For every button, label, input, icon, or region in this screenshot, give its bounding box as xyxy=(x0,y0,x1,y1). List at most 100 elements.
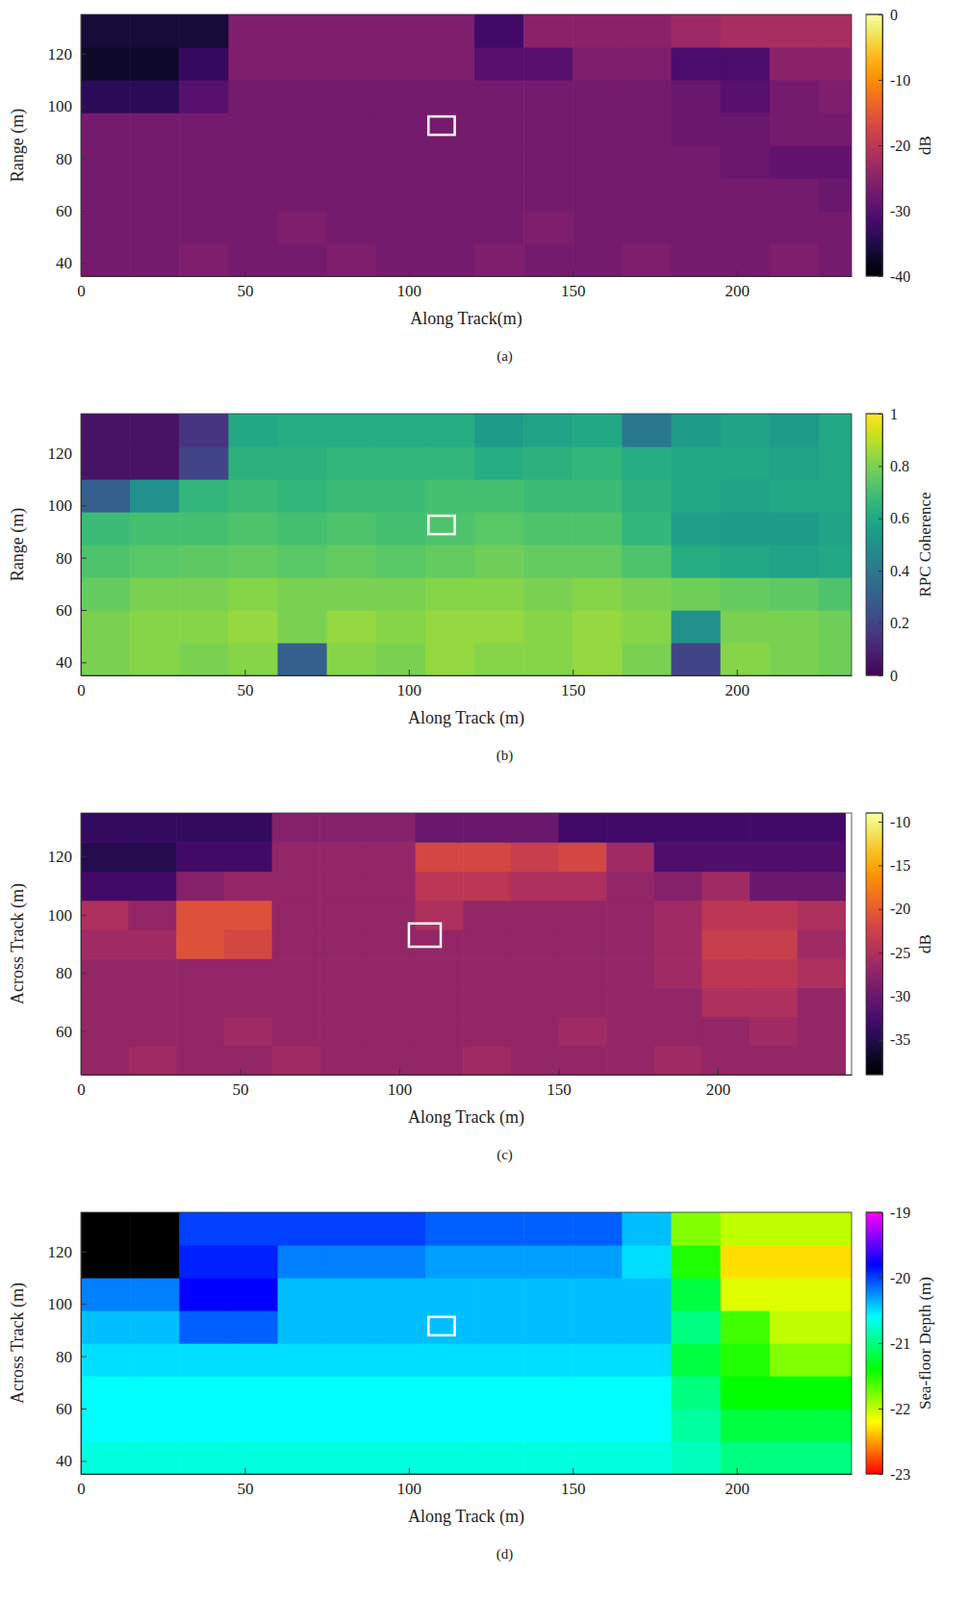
tick: 120 xyxy=(48,45,88,64)
tick-mark xyxy=(878,1277,883,1279)
cell xyxy=(278,79,329,114)
cell xyxy=(671,1441,722,1475)
cell xyxy=(376,243,427,277)
tick: 120 xyxy=(48,847,88,867)
cell xyxy=(178,243,230,277)
cell xyxy=(462,841,511,872)
cell xyxy=(278,210,329,245)
cell xyxy=(462,1017,511,1047)
tick-mark xyxy=(878,518,883,520)
cell xyxy=(272,929,321,960)
cell xyxy=(671,145,722,179)
x-axis-title: Along Track (m) xyxy=(407,1506,525,1528)
cell xyxy=(178,577,230,612)
cell xyxy=(80,79,131,114)
cell xyxy=(769,1212,820,1247)
colorbar-title: dB xyxy=(916,135,935,155)
tick: 200 xyxy=(724,1468,750,1499)
cell xyxy=(769,210,820,245)
tick: 100 xyxy=(48,97,88,116)
cell xyxy=(621,243,672,277)
cell xyxy=(523,577,574,612)
cell xyxy=(376,511,427,546)
cell xyxy=(769,145,820,179)
cell xyxy=(621,1245,672,1279)
cell xyxy=(178,1310,230,1345)
colorbar-range-end xyxy=(866,14,883,16)
cell xyxy=(425,1408,476,1443)
cell xyxy=(80,47,131,81)
cell xyxy=(523,79,574,114)
plot-frame xyxy=(80,813,852,1075)
cell xyxy=(523,1408,574,1443)
cell xyxy=(278,1343,329,1377)
tick-label: 50 xyxy=(231,1080,249,1099)
cell xyxy=(558,841,607,872)
cell xyxy=(671,1408,722,1443)
tick-label: 100 xyxy=(48,496,74,515)
cell xyxy=(224,1017,273,1047)
cell xyxy=(474,79,525,114)
cell xyxy=(278,1277,329,1312)
tick-label: -23 xyxy=(890,1466,911,1483)
tick-mark xyxy=(878,465,883,467)
cell xyxy=(319,870,368,901)
tick-label: 100 xyxy=(48,1295,74,1314)
cell xyxy=(621,14,672,49)
cell xyxy=(367,870,416,901)
cell xyxy=(671,413,722,448)
cell xyxy=(425,112,476,147)
cell xyxy=(510,987,560,1018)
cell xyxy=(671,1212,722,1247)
cell xyxy=(769,14,820,49)
cell xyxy=(621,145,672,179)
tick: -10 xyxy=(878,72,911,89)
cell xyxy=(510,1045,560,1075)
tick-mark xyxy=(878,1408,883,1410)
colorbar xyxy=(866,813,883,1075)
tick-label: -15 xyxy=(890,857,911,874)
cell xyxy=(80,577,131,612)
cell xyxy=(749,813,798,843)
cell xyxy=(572,446,623,481)
cell xyxy=(224,1045,273,1075)
tick-label: -35 xyxy=(890,1031,911,1048)
tick: -10 xyxy=(878,814,911,831)
panel: 0501001502006080100120Along Track (m)Acr… xyxy=(7,813,935,1164)
colorbar-axis: -35-30-25-20-15-10 xyxy=(878,814,911,1076)
y-axis-title: Across Track (m) xyxy=(7,1282,28,1404)
cell xyxy=(425,544,476,579)
cell xyxy=(769,1245,820,1279)
cell xyxy=(278,47,329,81)
cell xyxy=(224,870,273,901)
cell xyxy=(278,642,329,676)
cell xyxy=(128,841,178,872)
cell xyxy=(80,1310,131,1345)
caption: (a) xyxy=(496,348,513,365)
cell xyxy=(621,47,672,81)
cell xyxy=(176,1017,225,1047)
cell xyxy=(376,145,427,179)
cell xyxy=(671,210,722,245)
colorbar-title: RPC Coherence xyxy=(916,491,935,597)
tick-label: 1 xyxy=(890,406,898,423)
cell xyxy=(558,1017,607,1047)
tick-label: 60 xyxy=(55,1022,73,1042)
cell xyxy=(128,987,178,1018)
cell xyxy=(621,413,672,448)
cell xyxy=(671,1343,722,1377)
cell xyxy=(671,610,722,644)
cell xyxy=(621,642,672,676)
cell xyxy=(278,178,329,212)
cell xyxy=(425,479,476,513)
cell xyxy=(606,841,655,872)
cell xyxy=(572,243,623,277)
tick: 200 xyxy=(706,1069,732,1099)
cell xyxy=(572,1310,623,1345)
cell xyxy=(178,1245,230,1279)
cell xyxy=(769,610,820,644)
tick-mark xyxy=(80,662,87,663)
tick-label: 120 xyxy=(48,847,74,867)
cell xyxy=(272,1045,321,1075)
cell xyxy=(818,79,852,114)
